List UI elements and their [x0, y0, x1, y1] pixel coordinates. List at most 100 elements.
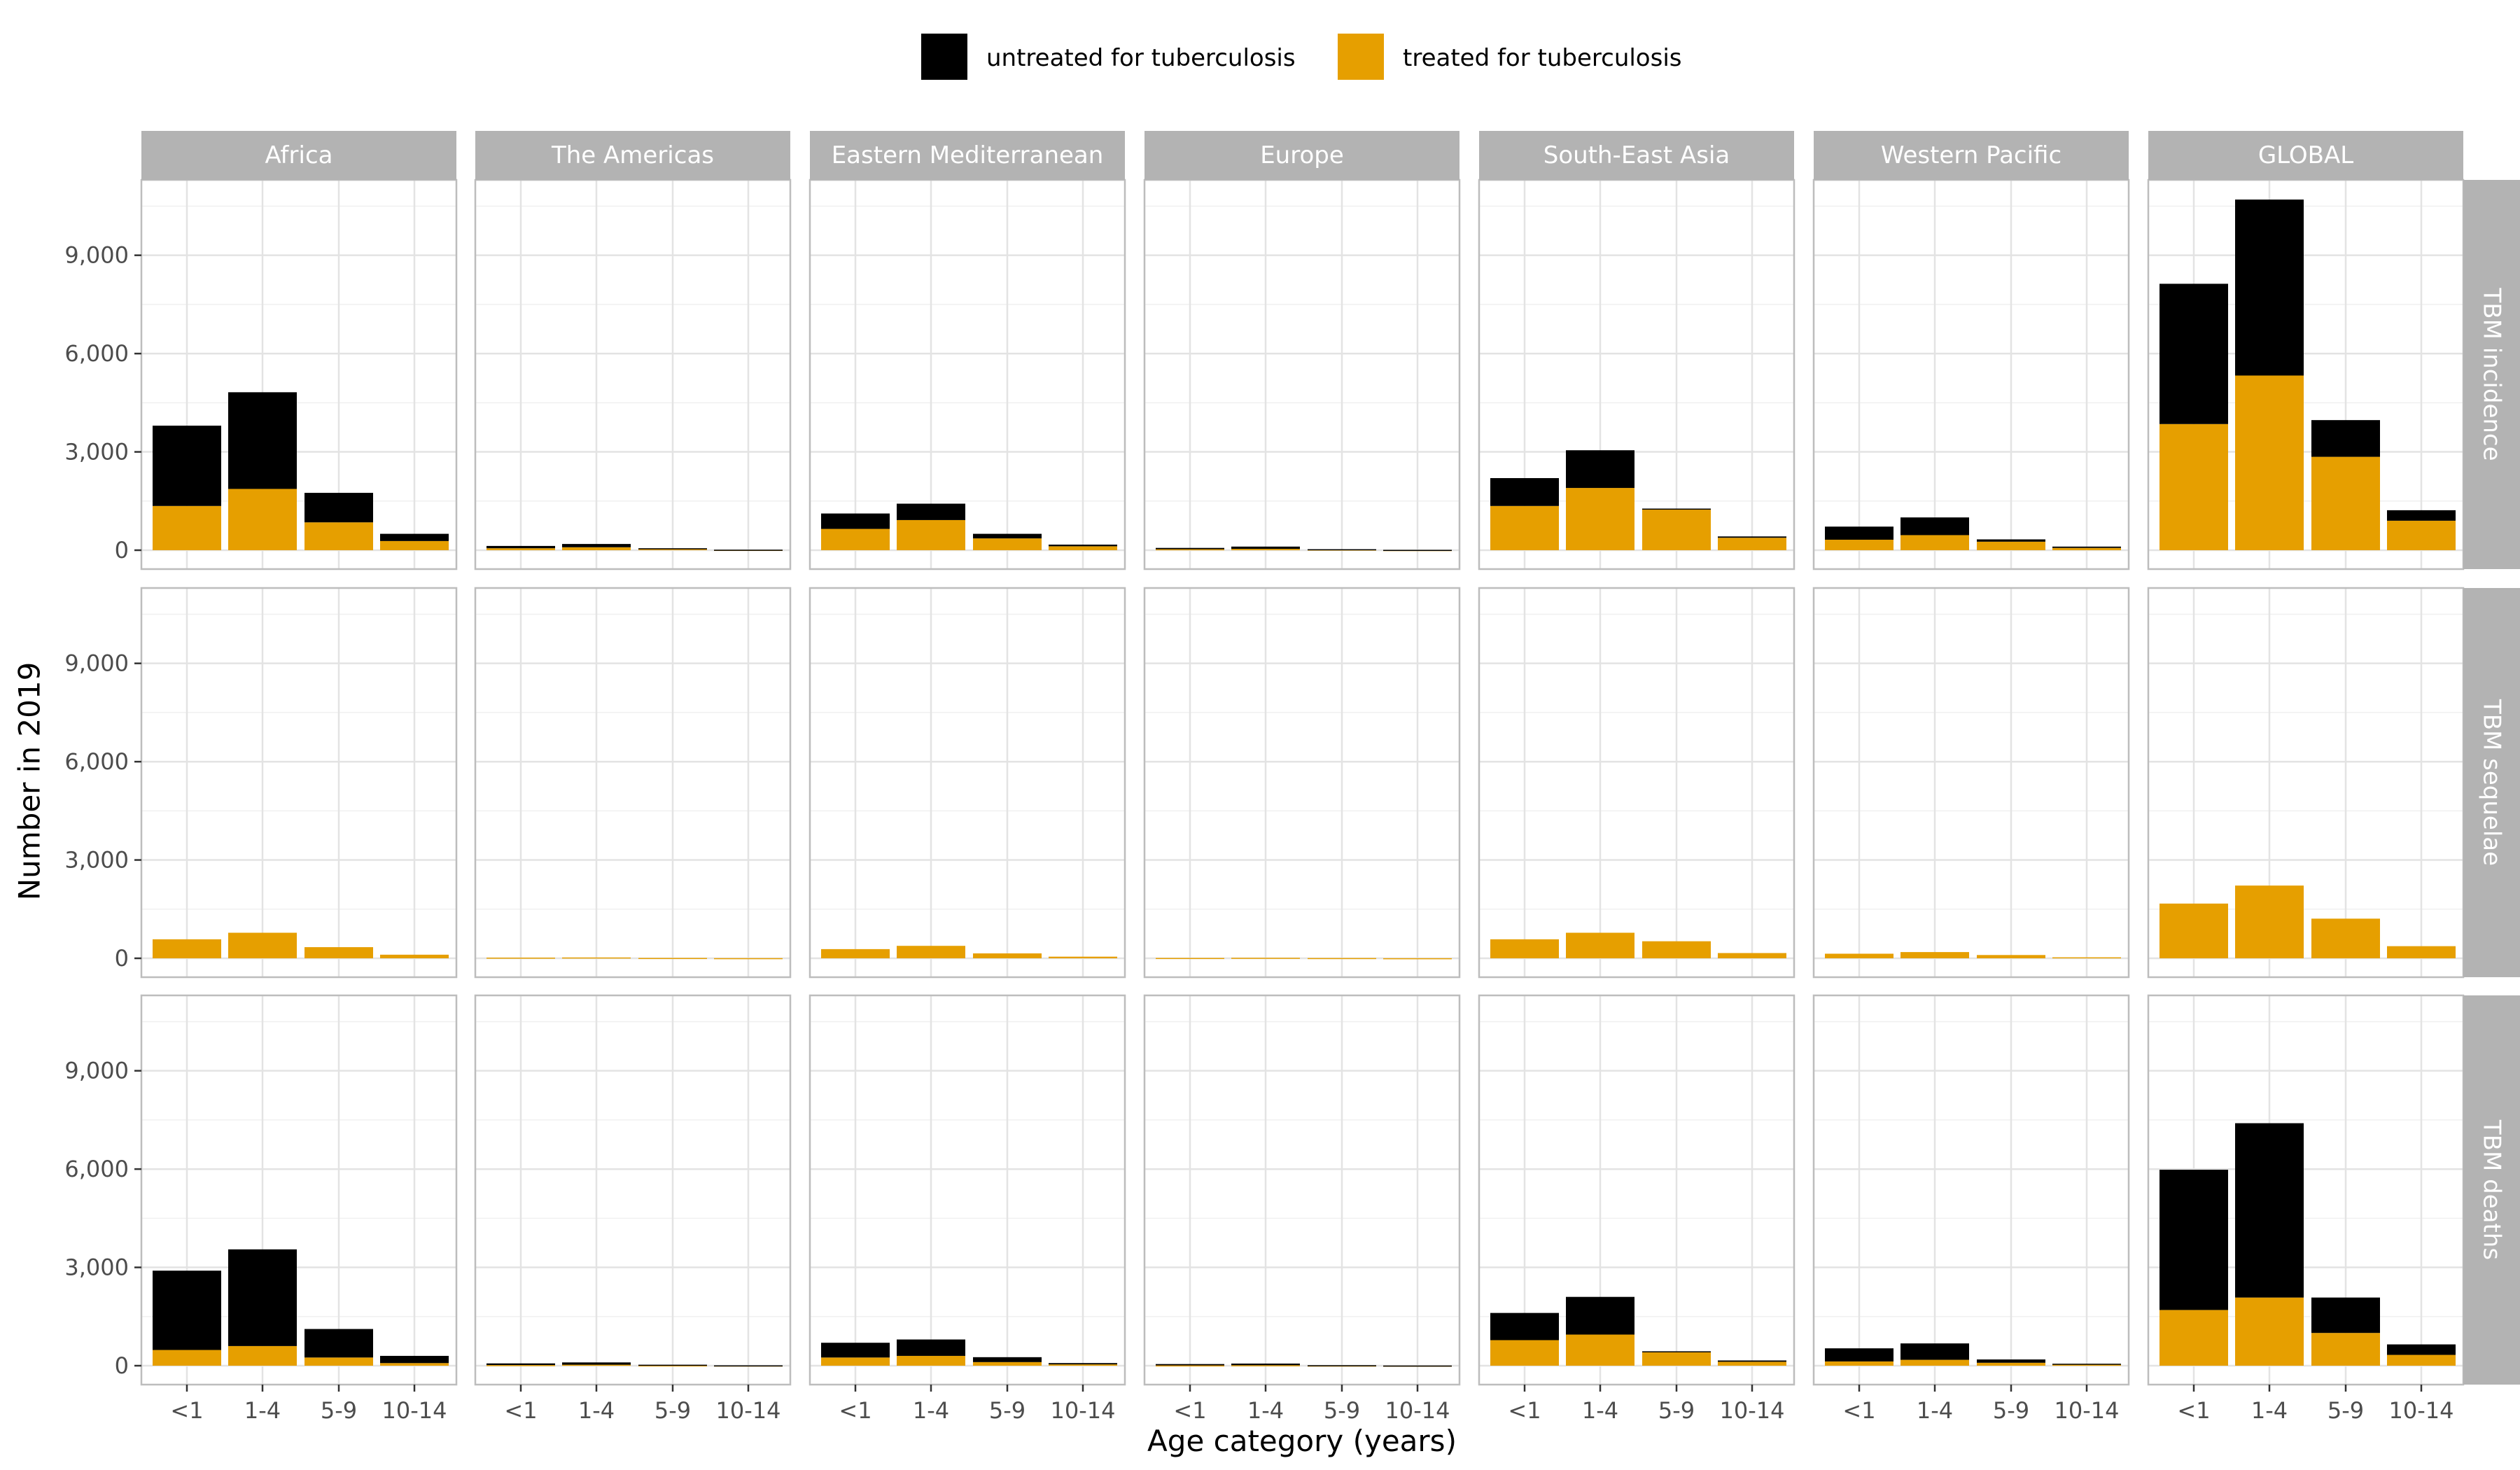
bar-treated-tbm-deaths-south-east-asia-10-14 — [1718, 1362, 1786, 1366]
bar-untreated-tbm-deaths-the-americas-5-9 — [638, 1364, 707, 1366]
bar-treated-tbm-incidence-south-east-asia-10-14 — [1718, 538, 1786, 550]
bar-treated-tbm-incidence-the-americas-1 — [486, 548, 555, 550]
bar-treated-tbm-incidence-europe-1-4 — [1231, 549, 1300, 550]
bar-treated-tbm-sequelae-global-1-4 — [2235, 886, 2304, 958]
bar-treated-tbm-deaths-eastern-mediterranean-1-4 — [897, 1355, 965, 1366]
x-tick-label: <1 — [504, 1397, 537, 1424]
column-strip-label-the-americas: The Americas — [551, 141, 714, 169]
bar-treated-tbm-incidence-eastern-mediterranean-5-9 — [973, 538, 1042, 550]
panel-border-tbm-deaths-south-east-asia — [1478, 994, 1795, 1386]
bar-treated-tbm-incidence-western-pacific-1 — [1825, 540, 1893, 550]
bar-treated-tbm-incidence-eastern-mediterranean-1-4 — [897, 519, 965, 550]
bar-untreated-tbm-incidence-europe-5-9 — [1308, 549, 1376, 551]
bar-treated-tbm-incidence-africa-1-4 — [228, 489, 297, 550]
bar-untreated-tbm-incidence-africa-10-14 — [380, 533, 449, 541]
column-strip-label-south-east-asia: South-East Asia — [1544, 141, 1730, 169]
panel-border-tbm-sequelae-europe — [1143, 587, 1461, 979]
bar-untreated-tbm-deaths-eastern-mediterranean-5-9 — [973, 1357, 1042, 1362]
bar-untreated-tbm-incidence-africa-1-4 — [228, 392, 297, 489]
panel-bg-tbm-sequelae-the-americas — [475, 588, 790, 977]
x-tick-label: 1-4 — [578, 1397, 615, 1424]
bar-untreated-tbm-deaths-europe-1 — [1156, 1364, 1224, 1366]
column-strip-western-pacific — [1814, 131, 2129, 180]
bar-treated-tbm-sequelae-africa-1-4 — [228, 932, 297, 958]
bar-treated-tbm-incidence-africa-5-9 — [304, 522, 373, 550]
bar-untreated-tbm-deaths-europe-1-4 — [1231, 1363, 1300, 1366]
bar-treated-tbm-deaths-eastern-mediterranean-10-14 — [1049, 1364, 1117, 1366]
bar-untreated-tbm-incidence-western-pacific-10-14 — [2052, 546, 2121, 548]
x-tick-label: <1 — [2177, 1397, 2210, 1424]
bar-treated-tbm-deaths-africa-5-9 — [304, 1357, 373, 1366]
bar-treated-tbm-sequelae-global-10-14 — [2387, 946, 2456, 958]
panel-bg-tbm-sequelae-eastern-mediterranean — [810, 588, 1125, 977]
bar-untreated-tbm-deaths-eastern-mediterranean-1 — [821, 1343, 890, 1358]
panel-border-tbm-sequelae-eastern-mediterranean — [808, 587, 1126, 979]
bar-treated-tbm-sequelae-eastern-mediterranean-1 — [821, 948, 890, 958]
bar-untreated-tbm-deaths-the-americas-10-14 — [714, 1365, 783, 1367]
bar-treated-tbm-deaths-western-pacific-1-4 — [1900, 1359, 1969, 1366]
x-tick-label: 10-14 — [716, 1397, 781, 1424]
panel-border-tbm-sequelae-africa — [140, 587, 458, 979]
bar-treated-tbm-sequelae-the-americas-5-9 — [638, 958, 707, 960]
y-tick-label: 6,000 — [64, 1156, 129, 1182]
panel-bg-tbm-incidence-the-americas — [475, 180, 790, 569]
bar-untreated-tbm-deaths-western-pacific-1 — [1825, 1348, 1893, 1362]
x-tick-label: 10-14 — [1051, 1397, 1116, 1424]
bar-treated-tbm-sequelae-europe-1-4 — [1231, 958, 1300, 959]
bar-treated-tbm-deaths-africa-1-4 — [228, 1345, 297, 1366]
bar-untreated-tbm-incidence-the-americas-10-14 — [714, 550, 783, 551]
bar-untreated-tbm-incidence-global-1 — [2160, 284, 2228, 424]
column-strip-south-east-asia — [1479, 131, 1794, 180]
bar-treated-tbm-incidence-eastern-mediterranean-1 — [821, 528, 890, 550]
bar-treated-tbm-sequelae-western-pacific-10-14 — [2052, 957, 2121, 959]
bar-treated-tbm-deaths-western-pacific-1 — [1825, 1361, 1893, 1366]
column-strip-label-africa: Africa — [265, 141, 333, 169]
bar-treated-tbm-sequelae-south-east-asia-10-14 — [1718, 953, 1786, 958]
bar-treated-tbm-incidence-global-1 — [2160, 424, 2228, 550]
bar-untreated-tbm-incidence-eastern-mediterranean-1-4 — [897, 503, 965, 520]
row-strip-tbm-incidence — [2463, 180, 2520, 569]
panel-bg-tbm-sequelae-western-pacific — [1814, 588, 2129, 977]
bar-treated-tbm-sequelae-the-americas-10-14 — [714, 958, 783, 960]
x-tick-label: 1-4 — [1917, 1397, 1953, 1424]
bar-treated-tbm-deaths-eastern-mediterranean-5-9 — [973, 1362, 1042, 1366]
bar-treated-tbm-incidence-western-pacific-1-4 — [1900, 535, 1969, 550]
x-tick-label: 10-14 — [2054, 1397, 2120, 1424]
x-tick-label: 1-4 — [1582, 1397, 1618, 1424]
bar-treated-tbm-deaths-south-east-asia-1 — [1490, 1340, 1559, 1366]
bar-untreated-tbm-deaths-south-east-asia-10-14 — [1718, 1360, 1786, 1362]
bar-untreated-tbm-incidence-western-pacific-1-4 — [1900, 517, 1969, 536]
bar-treated-tbm-incidence-africa-10-14 — [380, 540, 449, 550]
bar-treated-tbm-incidence-south-east-asia-1 — [1490, 505, 1559, 550]
bar-untreated-tbm-deaths-eastern-mediterranean-1-4 — [897, 1339, 965, 1356]
bar-untreated-tbm-incidence-africa-5-9 — [304, 493, 373, 523]
bar-untreated-tbm-deaths-western-pacific-10-14 — [2052, 1364, 2121, 1365]
y-tick-label: 9,000 — [64, 242, 129, 269]
bar-treated-tbm-deaths-global-1-4 — [2235, 1297, 2304, 1366]
bar-untreated-tbm-deaths-africa-1 — [153, 1270, 221, 1350]
column-strip-label-europe: Europe — [1260, 141, 1344, 169]
bar-treated-tbm-deaths-europe-1 — [1156, 1365, 1224, 1367]
bar-untreated-tbm-deaths-global-1-4 — [2235, 1123, 2304, 1298]
bar-treated-tbm-incidence-western-pacific-10-14 — [2052, 547, 2121, 550]
bar-untreated-tbm-incidence-the-americas-1 — [486, 545, 555, 549]
bar-treated-tbm-deaths-the-americas-1 — [486, 1365, 555, 1366]
x-tick-label: <1 — [1508, 1397, 1541, 1424]
bar-treated-tbm-sequelae-the-americas-1 — [486, 958, 555, 959]
bar-untreated-tbm-incidence-europe-1 — [1156, 547, 1224, 550]
column-strip-europe — [1144, 131, 1460, 180]
panel-bg-tbm-deaths-the-americas — [475, 995, 790, 1385]
panel-border-tbm-sequelae-western-pacific — [1812, 587, 2130, 979]
bar-treated-tbm-incidence-global-10-14 — [2387, 520, 2456, 550]
bar-untreated-tbm-deaths-eastern-mediterranean-10-14 — [1049, 1363, 1117, 1365]
x-tick-label: 1-4 — [913, 1397, 949, 1424]
y-tick-label: 9,000 — [64, 650, 129, 677]
x-axis-title: Age category (years) — [1147, 1424, 1457, 1458]
row-strip-tbm-deaths — [2463, 995, 2520, 1385]
bar-untreated-tbm-deaths-western-pacific-5-9 — [1977, 1359, 2045, 1363]
bar-untreated-tbm-incidence-global-10-14 — [2387, 510, 2456, 521]
column-strip-label-global: GLOBAL — [2258, 141, 2353, 169]
panel-bg-tbm-incidence-europe — [1144, 180, 1460, 569]
bar-treated-tbm-deaths-global-1 — [2160, 1310, 2228, 1366]
